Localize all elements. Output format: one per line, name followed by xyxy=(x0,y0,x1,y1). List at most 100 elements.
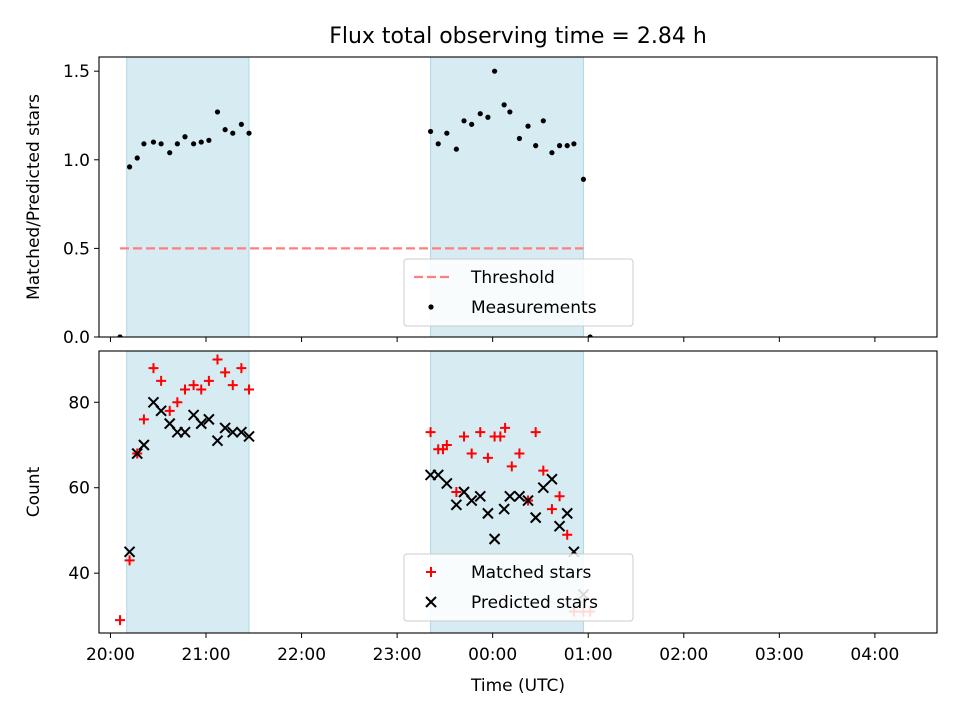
matched-star-marker xyxy=(124,555,135,566)
predicted-star-marker xyxy=(522,494,534,507)
predicted-star-marker xyxy=(219,422,231,434)
predicted-star-marker xyxy=(465,494,478,507)
count-y-tick-label: 60 xyxy=(68,479,90,499)
predicted-star-marker xyxy=(474,490,486,502)
measurement-point xyxy=(525,123,531,129)
matched-star-marker xyxy=(425,427,436,438)
matched-star-marker xyxy=(530,427,541,438)
matched-star-marker xyxy=(164,405,175,416)
matched-star-marker xyxy=(188,380,199,391)
predicted-star-marker xyxy=(432,469,444,481)
measurement-point xyxy=(167,150,173,156)
matched-star-marker xyxy=(212,354,223,365)
measurement-point xyxy=(453,146,459,152)
predicted-star-marker xyxy=(195,417,207,430)
x-tick-label: 04:00 xyxy=(850,645,899,665)
ratio-y-tick-label: 1.0 xyxy=(63,151,90,171)
measurement-point xyxy=(214,109,221,115)
matched-star-marker xyxy=(451,487,462,497)
count-observing-span xyxy=(126,351,250,633)
matched-star-marker xyxy=(475,427,486,438)
measurement-point xyxy=(564,143,570,149)
count-panel: 40 60 80 20:00 21:00 22:00 23:00 00:00 01:00 02:0… xyxy=(24,350,938,696)
measurement-point xyxy=(134,155,140,161)
predicted-star-marker xyxy=(561,507,573,520)
matched-star-marker xyxy=(500,422,511,433)
measurement-point xyxy=(540,118,546,124)
matched-star-marker xyxy=(172,397,183,408)
measurement-point xyxy=(158,141,164,147)
matched-star-marker xyxy=(179,384,190,395)
measurement-point xyxy=(141,141,147,147)
measurement-point xyxy=(126,164,133,170)
matched-star-marker xyxy=(538,465,549,476)
ratio-legend-label: Threshold xyxy=(470,268,555,288)
predicted-star-marker xyxy=(488,533,501,545)
measurement-point xyxy=(501,102,507,108)
ratio-legend: Threshold Measurements xyxy=(403,258,634,327)
count-legend: Matched stars Predicted stars xyxy=(403,553,634,622)
x-axis-label: Time (UTC) xyxy=(470,676,565,696)
ratio-y-tick-label: 1.5 xyxy=(63,62,90,82)
x-tick-label: 22:00 xyxy=(277,645,326,665)
predicted-star-marker xyxy=(235,426,248,438)
matched-star-marker xyxy=(514,448,525,459)
matched-star-marker xyxy=(506,461,517,472)
measurement-point xyxy=(485,114,491,120)
matched-star-marker xyxy=(546,504,557,515)
x-tick-label: 02:00 xyxy=(659,645,708,665)
legend-matched-marker xyxy=(426,567,436,577)
predicted-star-marker xyxy=(513,490,526,502)
ratio-legend-box xyxy=(403,258,634,327)
x-tick-label: 20:00 xyxy=(86,645,135,665)
predicted-star-marker xyxy=(504,490,516,502)
count-y-tick-label: 80 xyxy=(68,393,90,413)
predicted-star-marker xyxy=(203,413,215,426)
measurement-point xyxy=(549,150,555,156)
predicted-star-marker xyxy=(211,435,224,447)
measurement-point xyxy=(435,141,441,147)
predicted-star-marker xyxy=(155,405,167,417)
ratio-y-tick-label: 0.5 xyxy=(63,239,90,259)
measurement-point xyxy=(477,111,483,117)
matched-star-marker xyxy=(459,431,470,442)
predicted-star-marker xyxy=(498,503,510,515)
measurement-point xyxy=(246,130,252,136)
predicted-star-marker xyxy=(529,511,542,524)
count-legend-label: Matched stars xyxy=(471,563,591,583)
measurement-point xyxy=(556,143,563,149)
measurement-point xyxy=(461,118,467,124)
matched-star-marker xyxy=(115,615,126,626)
matched-star-marker xyxy=(562,529,573,540)
measurement-point xyxy=(182,134,188,140)
predicted-star-marker xyxy=(537,482,550,494)
measurement-point xyxy=(238,121,244,127)
x-tick-label: 23:00 xyxy=(373,645,422,665)
measurement-point xyxy=(516,135,523,142)
measurement-point xyxy=(150,139,157,145)
x-tick-label: 21:00 xyxy=(182,645,231,665)
predicted-star-marker xyxy=(482,507,494,520)
count-legend-label: Predicted stars xyxy=(471,593,598,613)
count-axes-frame xyxy=(98,350,938,634)
x-tick-label: 00:00 xyxy=(468,645,517,665)
ratio-y-tick-label: 0.0 xyxy=(63,328,90,348)
measurement-point xyxy=(117,334,123,337)
predicted-star-marker xyxy=(441,477,453,490)
measurement-point xyxy=(533,143,539,149)
ratio-legend-label: Measurements xyxy=(471,298,597,318)
x-tick-label: 01:00 xyxy=(564,645,613,665)
predicted-star-marker xyxy=(123,546,136,558)
ratio-y-axis-label: Matched/Predicted stars xyxy=(24,94,44,300)
ratio-axes-frame xyxy=(98,56,938,338)
measurement-point xyxy=(230,130,236,136)
measurement-point xyxy=(491,68,498,74)
count-y-tick-label: 40 xyxy=(68,564,90,584)
matched-star-marker xyxy=(244,384,255,395)
chart-title: Flux total observing time = 2.84 h xyxy=(329,24,707,49)
predicted-star-marker xyxy=(227,426,239,438)
predicted-star-marker xyxy=(546,473,558,485)
measurement-point xyxy=(427,128,434,135)
matched-star-marker xyxy=(466,448,477,459)
